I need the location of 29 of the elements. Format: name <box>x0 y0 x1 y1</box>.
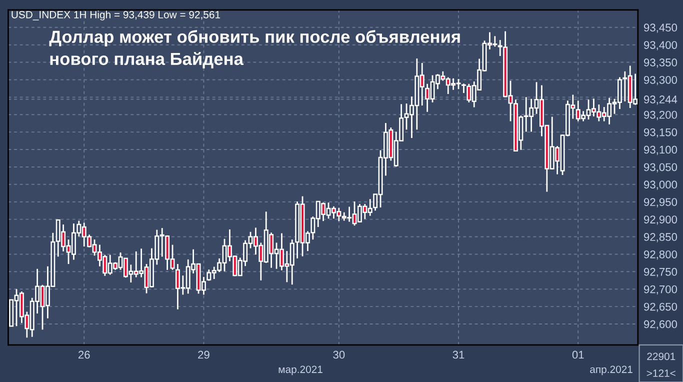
y-tick-label: 93,400 <box>644 41 678 50</box>
y-tick-label: 92,800 <box>644 250 678 260</box>
y-tick-label: 93,350 <box>644 58 678 68</box>
text: 22901 <box>647 352 676 360</box>
x-tick-label: 26 <box>78 350 90 359</box>
y-tick-label: 92,850 <box>644 233 678 242</box>
x-tick-label: 01 <box>572 350 584 359</box>
y-tick-label: 92,750 <box>644 268 678 278</box>
y-tick-label: 93,050 <box>644 163 678 172</box>
y-tick-label: 93,100 <box>644 146 678 155</box>
chart-subtitle: USD_INDEX 1H High = 93,439 Low = 92,561 <box>12 10 220 20</box>
text: мар.2021 <box>278 366 322 376</box>
y-tick-label: 93,244 <box>644 96 678 105</box>
y-tick-label: 92,700 <box>644 285 678 295</box>
x-tick-label: 30 <box>333 350 345 359</box>
y-tick-label: 92,950 <box>644 198 678 208</box>
x-tick-label: 29 <box>198 350 210 359</box>
x-tick-label: 31 <box>452 350 464 359</box>
y-tick-label: 93,450 <box>644 24 678 33</box>
y-tick-label: 92,650 <box>644 302 678 312</box>
y-tick-label: 92,900 <box>644 216 678 225</box>
text: Доллар может обновить пик после объявления нового плана Байдена <box>49 30 460 68</box>
y-tick-label: 93,300 <box>644 76 678 86</box>
text: апр.2021 <box>590 366 632 376</box>
y-tick-label: 93,000 <box>644 180 678 190</box>
y-tick-label: 92,600 <box>644 320 678 330</box>
y-tick-label: 93,200 <box>644 110 678 120</box>
y-tick-label: 93,150 <box>644 128 678 138</box>
text: >121< <box>646 370 676 377</box>
